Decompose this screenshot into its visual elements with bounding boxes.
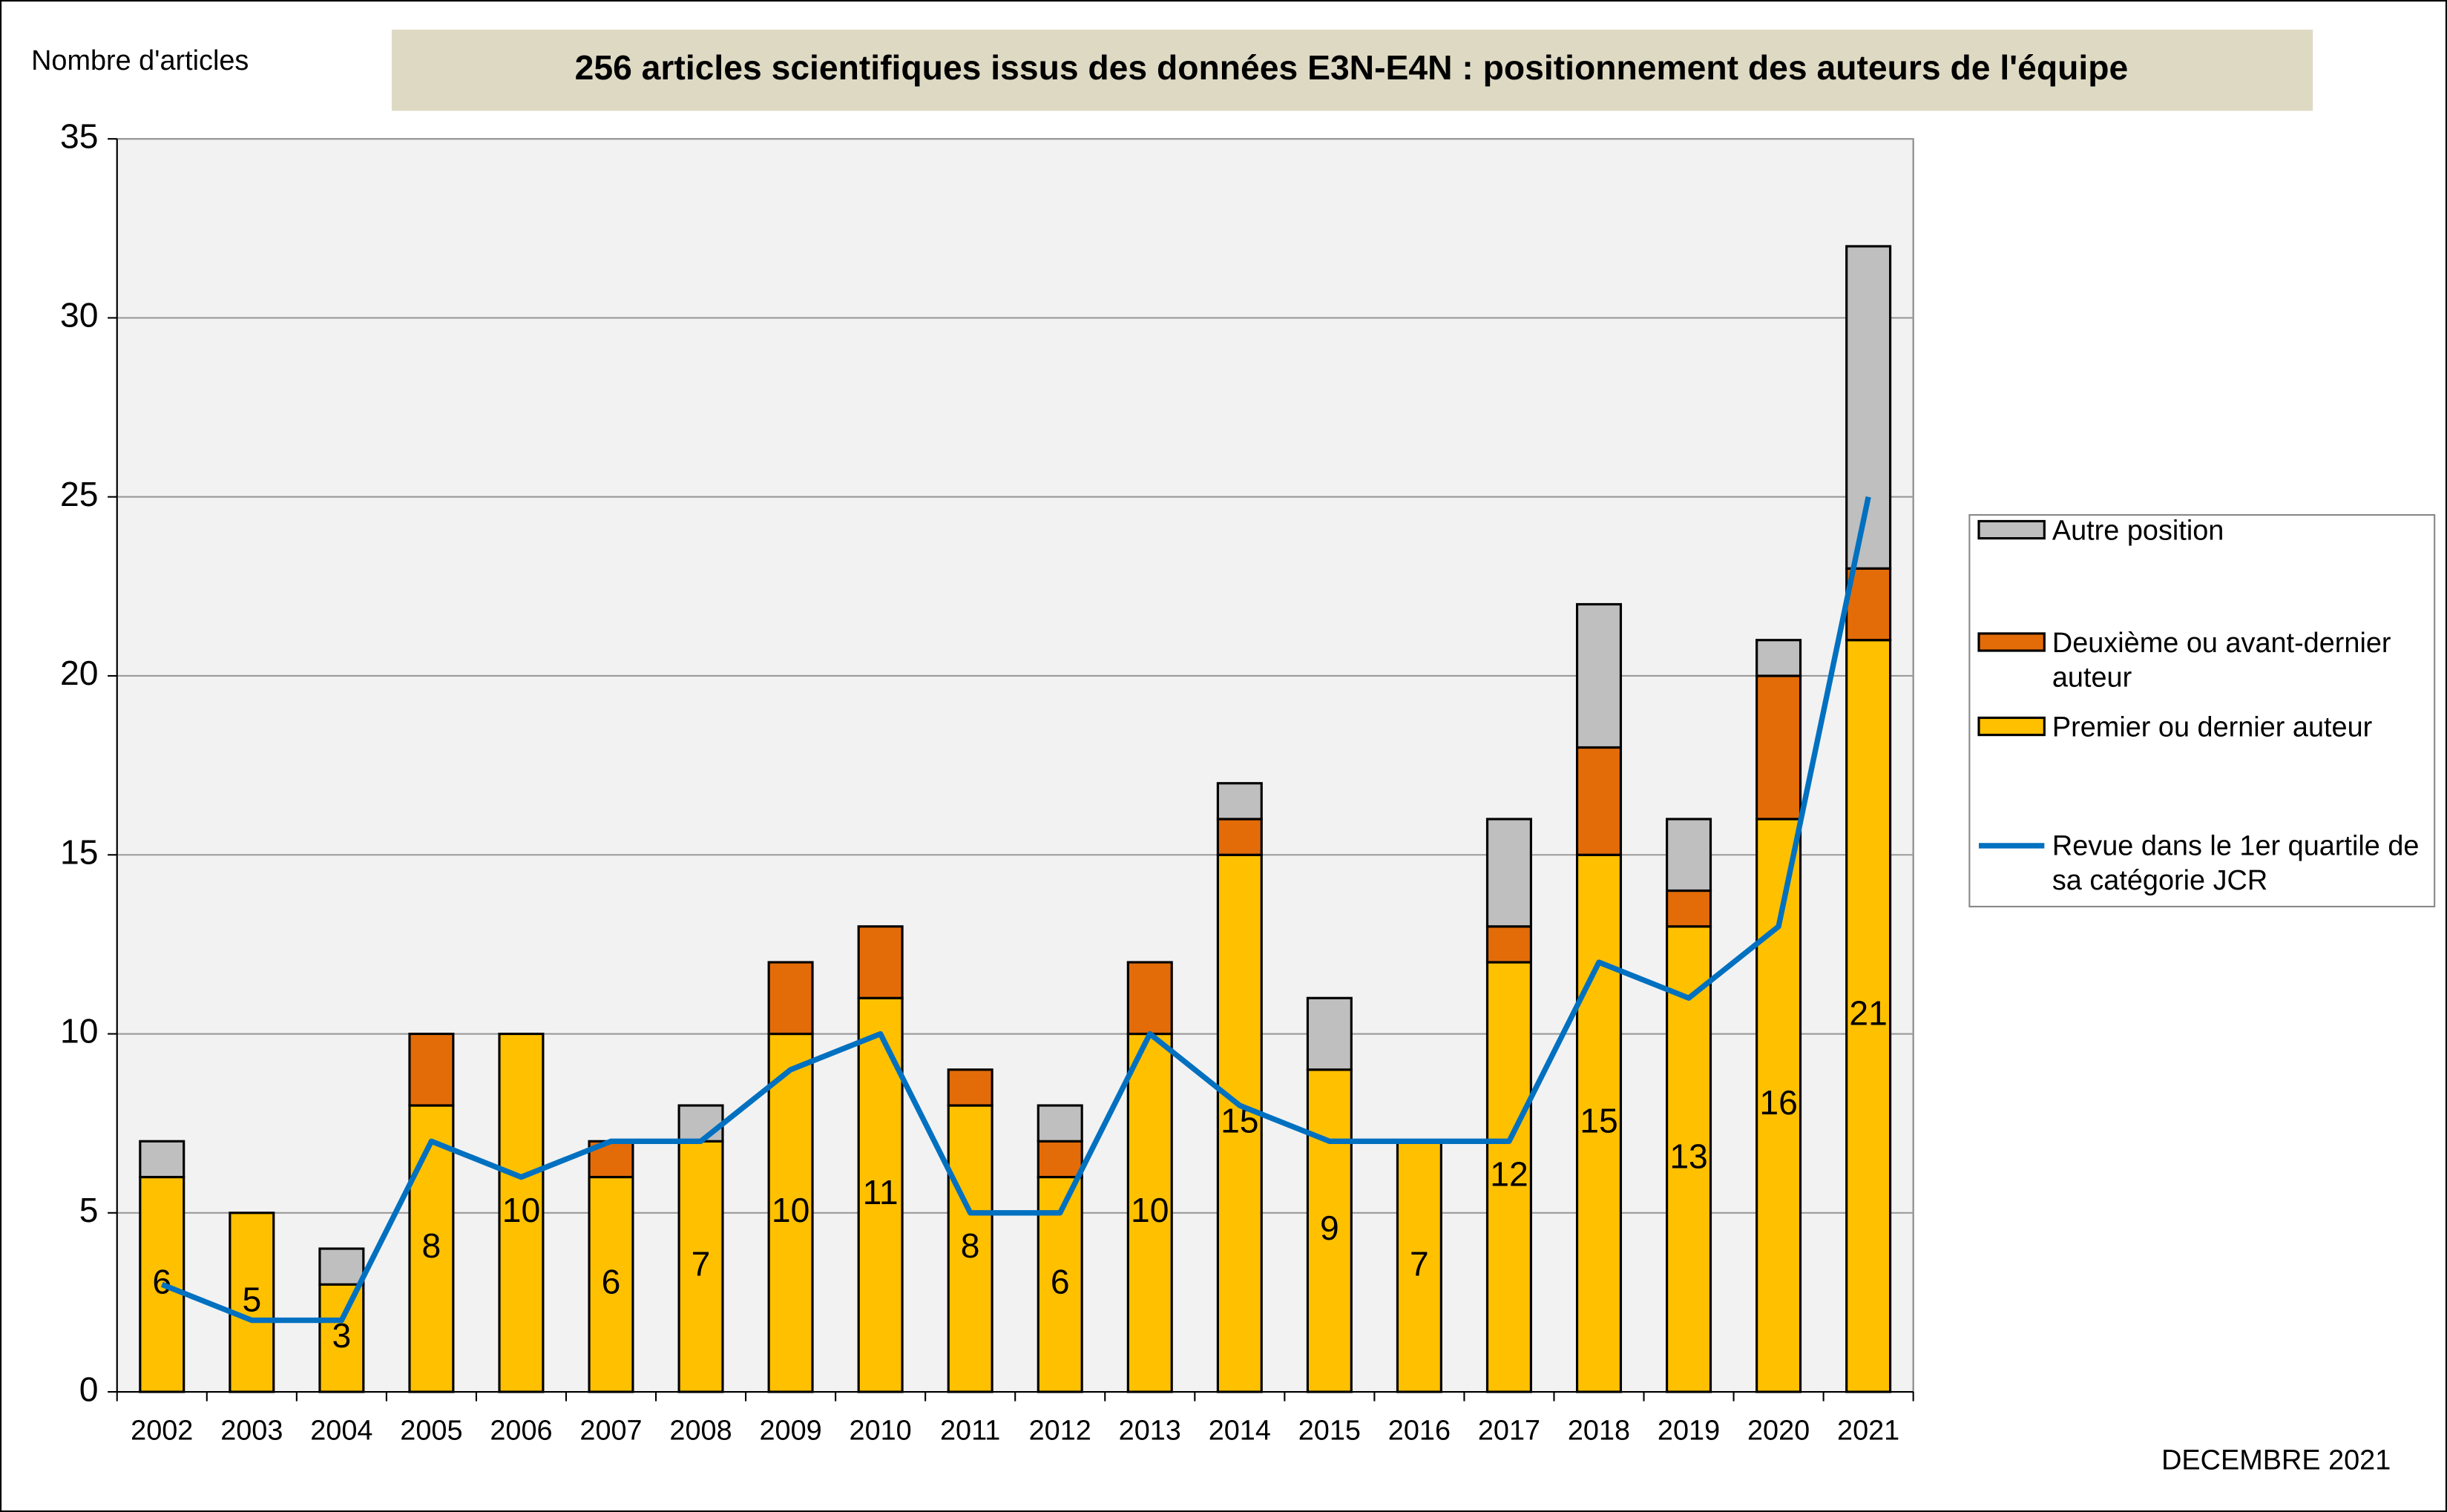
title-box: [391, 29, 2313, 111]
legend-swatch: [1977, 632, 2046, 652]
plot-area: [116, 138, 1914, 1393]
x-tick-label: 2006: [490, 1416, 552, 1447]
bar-segment: [1485, 925, 1532, 964]
data-label: 6: [1051, 1263, 1070, 1301]
bar-segment: [318, 1247, 365, 1286]
bar-segment: [1216, 853, 1263, 1393]
y-tick-label: 35: [60, 116, 98, 155]
legend-swatch: [1977, 519, 2046, 540]
data-label: 10: [1131, 1191, 1169, 1229]
bar-segment: [1485, 961, 1532, 1393]
y-tick-label: 20: [60, 654, 98, 692]
legend-swatch: [1977, 716, 2046, 737]
line-series: [160, 496, 1871, 1324]
bar-segment: [947, 1104, 993, 1393]
bar-segment: [498, 1032, 545, 1393]
x-tick-label: 2021: [1837, 1416, 1899, 1447]
y-tick-label: 30: [60, 296, 98, 335]
data-label: 12: [1490, 1155, 1528, 1194]
data-label: 11: [863, 1173, 899, 1212]
legend-label: Premier ou dernier auteur: [2052, 711, 2373, 743]
bar-segment: [1755, 674, 1802, 821]
bar-segment: [947, 1068, 993, 1107]
bar-segment: [677, 1140, 724, 1393]
x-tick-label: 2015: [1298, 1416, 1361, 1447]
bar-segment: [767, 961, 814, 1036]
bar-segment: [1575, 746, 1623, 856]
x-tick-label: 2018: [1568, 1416, 1630, 1447]
legend-label-box: Premier ou dernier auteur: [2052, 711, 2373, 743]
x-tick-label: 2008: [669, 1416, 732, 1447]
data-label: 9: [1320, 1209, 1339, 1247]
bar-segment: [1845, 245, 1892, 570]
chart-title: 256 articles scientifiques issus des don…: [575, 48, 2129, 87]
x-tick-label: 2007: [579, 1416, 642, 1447]
data-label: 10: [502, 1191, 540, 1229]
bar-segment: [1755, 639, 1802, 677]
y-tick-label: 5: [79, 1191, 99, 1229]
bar-segment: [1485, 818, 1532, 928]
bar-segment: [139, 1140, 185, 1179]
bar-segment: [1306, 996, 1353, 1071]
legend-label: Deuxième ou avant-dernier auteur: [2052, 627, 2391, 693]
note: DECEMBRE 2021: [2161, 1445, 2391, 1476]
bar-segment: [1575, 602, 1623, 749]
x-tick-label: 2009: [759, 1416, 821, 1447]
x-tick-label: 2020: [1747, 1416, 1810, 1447]
data-label: 16: [1759, 1083, 1797, 1122]
legend: [1968, 514, 2436, 908]
bar-segment: [677, 1104, 724, 1143]
bar-segment: [1666, 889, 1712, 928]
bar-segment: [1396, 1140, 1442, 1393]
x-tick-label: 2013: [1119, 1416, 1181, 1447]
x-tick-label: 2011: [940, 1416, 1000, 1447]
y-tick-label: 10: [60, 1012, 98, 1051]
x-tick-label: 2010: [850, 1416, 912, 1447]
bar-segment: [1666, 818, 1712, 893]
bar-segment: [408, 1104, 455, 1393]
bar-segment: [139, 1175, 185, 1393]
data-label: 8: [961, 1226, 980, 1265]
y-tick-label: 15: [60, 832, 98, 871]
data-label: 7: [692, 1244, 711, 1283]
legend-label: Autre position: [2052, 515, 2224, 547]
bar-segment: [1216, 782, 1263, 821]
bar-segment: [1575, 853, 1623, 1393]
x-tick-label: 2017: [1478, 1416, 1540, 1447]
x-tick-label: 2012: [1029, 1416, 1091, 1447]
data-label: 5: [242, 1281, 261, 1319]
x-tick-label: 2005: [400, 1416, 462, 1447]
data-label: 7: [1410, 1244, 1429, 1283]
y-tick-label: 25: [60, 475, 98, 513]
data-label: 6: [152, 1263, 171, 1301]
y-axis-label: Nombre d'articles: [31, 45, 249, 76]
bar-segment: [1126, 961, 1173, 1036]
bar-segment: [1216, 818, 1263, 856]
legend-label-box: Deuxième ou avant-dernier auteur: [2052, 627, 2391, 693]
bar-segment: [857, 925, 904, 999]
x-tick-label: 2019: [1658, 1416, 1720, 1447]
bar-segment: [229, 1212, 275, 1393]
x-tick-label: 2014: [1209, 1416, 1271, 1447]
bar-segment: [408, 1032, 455, 1107]
x-tick-label: 2002: [131, 1416, 193, 1447]
data-label: 15: [1580, 1101, 1617, 1140]
data-label: 6: [602, 1263, 621, 1301]
data-label: 21: [1849, 994, 1887, 1033]
data-label: 8: [422, 1226, 441, 1265]
bar-segment: [1037, 1140, 1083, 1179]
legend-label-box: Revue dans le 1er quartile de sa catégor…: [2052, 829, 2420, 896]
legend-label-box: Autre position: [2052, 515, 2224, 547]
x-tick-label: 2004: [310, 1416, 372, 1447]
bar-segment: [1037, 1104, 1083, 1143]
x-tick-label: 2003: [220, 1416, 283, 1447]
y-tick-label: 0: [79, 1370, 99, 1408]
data-label: 10: [772, 1191, 809, 1229]
x-tick-label: 2016: [1388, 1416, 1451, 1447]
legend-label: Revue dans le 1er quartile de sa catégor…: [2052, 829, 2420, 896]
data-label: 13: [1669, 1137, 1707, 1176]
